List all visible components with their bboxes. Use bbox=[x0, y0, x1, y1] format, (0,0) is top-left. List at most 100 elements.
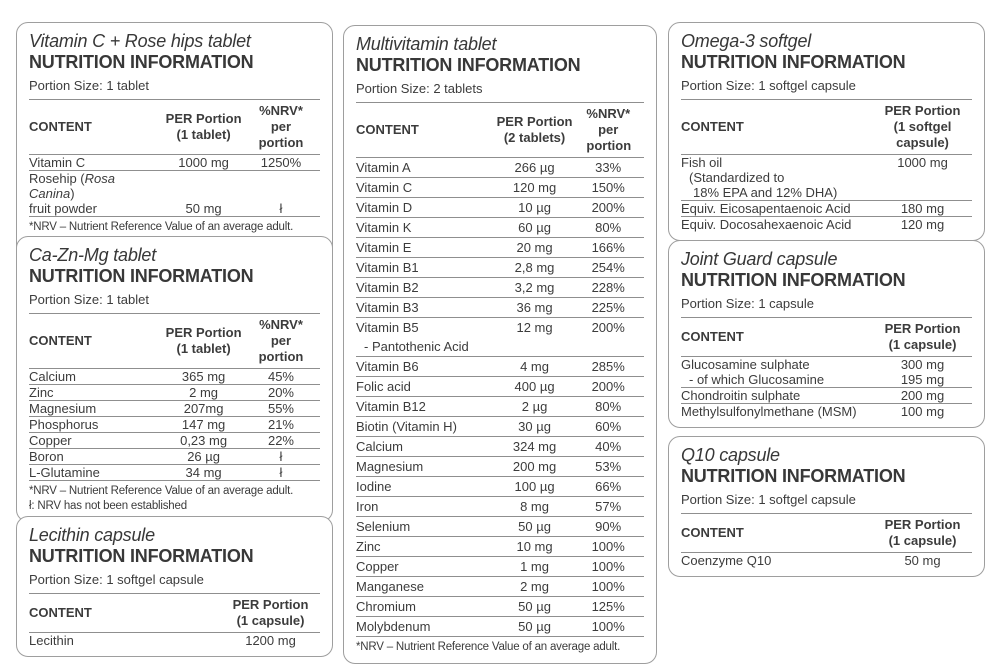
ingredient-name: Magnesium bbox=[356, 459, 424, 474]
ingredient-name: Vitamin B6 bbox=[356, 359, 419, 374]
ingredient-name: Chondroitin sulphate bbox=[681, 388, 801, 403]
ingredient-nrv: ł bbox=[279, 201, 283, 216]
ingredient-name: Boron bbox=[29, 449, 64, 464]
ingredient-amount: 2 µg bbox=[521, 399, 548, 414]
table-row: Zinc 10 mg 100% bbox=[356, 536, 644, 557]
ingredient-nrv: 80% bbox=[595, 220, 622, 235]
nrv-header: %NRV* per portion bbox=[258, 103, 304, 150]
ingredient-name: Vitamin K bbox=[356, 220, 412, 235]
ingredient-nrv: ł bbox=[279, 449, 283, 464]
table-row: Lecithin 1200 mg bbox=[29, 632, 320, 649]
nutrition-heading: NUTRITION INFORMATION bbox=[681, 270, 906, 290]
ingredient-name: Vitamin A bbox=[356, 160, 411, 175]
ingredient-amount: 36 mg bbox=[516, 300, 553, 315]
ingredient-nrv: 55% bbox=[267, 401, 294, 416]
card-multivitamin: Multivitamin tablet NUTRITION INFORMATIO… bbox=[343, 25, 657, 664]
ingredient-name: Folic acid bbox=[356, 379, 411, 394]
portion-size: Portion Size: 1 tablet bbox=[29, 78, 149, 93]
per-portion-header: PER Portion (1 capsule) bbox=[884, 321, 961, 352]
ingredient-amount: 100 mg bbox=[900, 404, 945, 419]
per-portion-header: PER Portion (1 tablet) bbox=[165, 325, 242, 356]
footnote: *NRV – Nutrient Reference Value of an av… bbox=[356, 636, 644, 655]
ingredient-nrv: 53% bbox=[595, 459, 622, 474]
ingredient-amount: 12 mg bbox=[516, 320, 553, 335]
table-row: Magnesium 200 mg 53% bbox=[356, 456, 644, 477]
table-row: Vitamin B5 - Pantothenic Acid 12 mg 200% bbox=[356, 317, 644, 357]
ingredient-amount: 26 µg bbox=[187, 449, 220, 464]
table-header-row: CONTENT PER Portion (1 capsule) bbox=[29, 593, 320, 633]
ingredient-nrv: 45% bbox=[267, 369, 294, 384]
ingredient-amount: 3,2 mg bbox=[514, 280, 555, 295]
ingredient-nrv: 90% bbox=[595, 519, 622, 534]
table-row: Zinc 2 mg 20% bbox=[29, 384, 320, 401]
ingredient-name: Glucosamine sulphate - of which Glucosam… bbox=[681, 357, 825, 387]
table-row: Boron 26 µg ł bbox=[29, 448, 320, 465]
table-row: Rosehip (Rosa Canina) fruit powder 50 mg… bbox=[29, 170, 320, 216]
table-row: Copper 0,23 mg 22% bbox=[29, 432, 320, 449]
ingredient-nrv: 254% bbox=[591, 260, 625, 275]
ingredient-amount: 0,23 mg bbox=[180, 433, 228, 448]
ingredient-nrv: 228% bbox=[591, 280, 625, 295]
ingredient-nrv: 33% bbox=[595, 160, 622, 175]
ingredient-nrv: 200% bbox=[591, 379, 625, 394]
ingredient-name: Zinc bbox=[29, 385, 54, 400]
content-header: CONTENT bbox=[681, 329, 744, 344]
ingredient-amount: 300 mg 195 mg bbox=[900, 357, 945, 387]
ingredient-nrv: 125% bbox=[591, 599, 625, 614]
ingredient-amount: 8 mg bbox=[520, 499, 549, 514]
ingredient-name: Phosphorus bbox=[29, 417, 99, 432]
ingredient-name: Calcium bbox=[356, 439, 403, 454]
nrv-header: %NRV* per portion bbox=[586, 106, 632, 153]
ingredient-nrv: 80% bbox=[595, 399, 622, 414]
per-portion-header: PER Portion (1 softgel capsule) bbox=[884, 103, 961, 150]
ingredient-nrv: 100% bbox=[591, 619, 625, 634]
nutrition-table: CONTENT PER Portion (2 tablets) %NRV* pe… bbox=[356, 102, 644, 636]
ingredient-nrv: 66% bbox=[595, 479, 622, 494]
ingredient-amount: 1200 mg bbox=[245, 633, 296, 648]
ingredient-name: Iron bbox=[356, 499, 379, 514]
ingredient-nrv: 225% bbox=[591, 300, 625, 315]
table-row: Iron 8 mg 57% bbox=[356, 496, 644, 517]
ingredient-name: Vitamin B5 - Pantothenic Acid bbox=[356, 320, 469, 354]
nutrition-heading: NUTRITION INFORMATION bbox=[681, 466, 906, 486]
ingredient-amount: 400 µg bbox=[514, 379, 555, 394]
table-row: Vitamin C 1000 mg 1250% bbox=[29, 154, 320, 171]
ingredient-name: Methylsulfonylmethane (MSM) bbox=[681, 404, 857, 419]
product-title: Vitamin C + Rose hips tablet bbox=[29, 31, 251, 51]
portion-size: Portion Size: 1 softgel capsule bbox=[681, 492, 856, 507]
ingredient-amount: 180 mg bbox=[900, 201, 945, 216]
table-row: Vitamin K 60 µg 80% bbox=[356, 217, 644, 238]
ingredient-name: Copper bbox=[356, 559, 399, 574]
ingredient-amount: 34 mg bbox=[185, 465, 222, 480]
table-row: Magnesium 207mg 55% bbox=[29, 400, 320, 417]
table-row: Calcium 324 mg 40% bbox=[356, 436, 644, 457]
table-row: Vitamin B12 2 µg 80% bbox=[356, 396, 644, 417]
table-row: Selenium 50 µg 90% bbox=[356, 516, 644, 537]
ingredient-nrv: 1250% bbox=[260, 155, 302, 170]
ingredient-amount: 1000 mg bbox=[178, 155, 229, 170]
table-row: Biotin (Vitamin H) 30 µg 60% bbox=[356, 416, 644, 437]
nutrition-table: CONTENT PER Portion (1 tablet) %NRV* per… bbox=[29, 313, 320, 480]
product-title: Lecithin capsule bbox=[29, 525, 155, 545]
product-title: Ca-Zn-Mg tablet bbox=[29, 245, 157, 265]
content-header: CONTENT bbox=[29, 333, 92, 348]
table-row: Vitamin D 10 µg 200% bbox=[356, 197, 644, 218]
footnote-nrv: *NRV – Nutrient Reference Value of an av… bbox=[356, 641, 621, 653]
nutrition-heading: NUTRITION INFORMATION bbox=[29, 52, 254, 72]
table-row: Molybdenum 50 µg 100% bbox=[356, 616, 644, 637]
ingredient-name: Iodine bbox=[356, 479, 392, 494]
table-row: Vitamin A 266 µg 33% bbox=[356, 157, 644, 178]
portion-size: Portion Size: 1 tablet bbox=[29, 292, 149, 307]
ingredient-nrv: 60% bbox=[595, 419, 622, 434]
ingredient-amount: 60 µg bbox=[518, 220, 551, 235]
card-q10: Q10 capsule NUTRITION INFORMATION Portio… bbox=[668, 436, 985, 577]
ingredient-nrv: 57% bbox=[595, 499, 622, 514]
ingredient-amount: 1000 mg bbox=[897, 155, 948, 170]
ingredient-amount: 365 mg bbox=[181, 369, 226, 384]
table-row: Fish oil (Standardized to 18% EPA and 12… bbox=[681, 154, 972, 201]
table-row: Vitamin B2 3,2 mg 228% bbox=[356, 277, 644, 298]
table-row: Equiv. Docosahexaenoic Acid 120 mg bbox=[681, 216, 972, 233]
ingredient-amount: 120 mg bbox=[900, 217, 945, 232]
table-row: Vitamin B3 36 mg 225% bbox=[356, 297, 644, 318]
